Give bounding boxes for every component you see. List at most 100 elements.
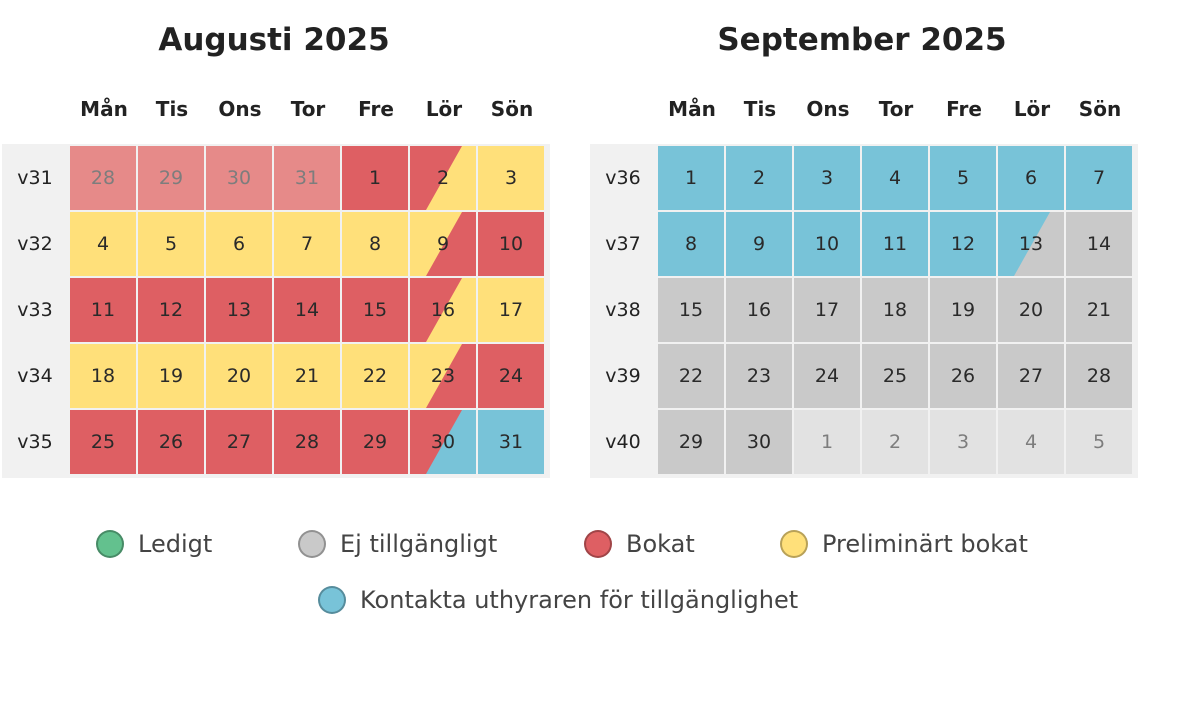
calendar-day-cell[interactable]: 14	[274, 278, 340, 342]
calendar-day-cell[interactable]: 9	[726, 212, 792, 276]
split-day-second-half	[426, 344, 476, 408]
day-number: 8	[368, 233, 382, 255]
day-number: 24	[498, 365, 524, 387]
day-number: 25	[90, 431, 116, 453]
calendar-day-cell[interactable]: 9	[410, 212, 476, 276]
day-number: 14	[294, 299, 320, 321]
calendar-day-cell[interactable]: 21	[1066, 278, 1132, 342]
calendar-day-cell[interactable]: 15	[342, 278, 408, 342]
legend-label: Ledigt	[138, 530, 213, 558]
calendar-day-cell[interactable]: 5	[930, 146, 996, 210]
day-number: 30	[226, 167, 252, 189]
calendar-day-cell[interactable]: 19	[930, 278, 996, 342]
calendar-day-cell[interactable]: 18	[862, 278, 928, 342]
calendar-day-cell[interactable]: 1	[658, 146, 724, 210]
calendar-day-cell[interactable]: 20	[206, 344, 272, 408]
calendar-day-cell[interactable]: 29	[658, 410, 724, 474]
calendar-day-cell[interactable]: 3	[478, 146, 544, 210]
calendar-day-cell[interactable]: 13	[998, 212, 1064, 276]
calendar-day-cell[interactable]: 15	[658, 278, 724, 342]
month-title: September 2025	[717, 22, 1007, 58]
calendar-day-cell[interactable]: 3	[930, 410, 996, 474]
calendar-day-cell[interactable]: 29	[342, 410, 408, 474]
calendar-day-cell[interactable]: 5	[138, 212, 204, 276]
calendar-day-cell[interactable]: 13	[206, 278, 272, 342]
calendar-day-cell[interactable]: 8	[342, 212, 408, 276]
calendar-day-cell[interactable]: 25	[862, 344, 928, 408]
calendar-day-cell[interactable]: 17	[794, 278, 860, 342]
calendar-day-cell[interactable]: 7	[274, 212, 340, 276]
calendar-day-cell[interactable]: 8	[658, 212, 724, 276]
calendar-day-cell[interactable]: 27	[206, 410, 272, 474]
calendar-day-cell[interactable]: 1	[794, 410, 860, 474]
day-number: 1	[368, 167, 382, 189]
calendar-day-cell[interactable]: 11	[862, 212, 928, 276]
day-number: 31	[498, 431, 524, 453]
legend-item-available: Ledigt	[96, 524, 212, 564]
calendar-day-cell[interactable]: 6	[998, 146, 1064, 210]
day-number: 12	[950, 233, 976, 255]
calendar-day-cell[interactable]: 20	[998, 278, 1064, 342]
day-number: 25	[882, 365, 908, 387]
calendar-day-cell[interactable]: 21	[274, 344, 340, 408]
calendar-day-cell[interactable]: 31	[274, 146, 340, 210]
calendar-day-cell[interactable]: 23	[726, 344, 792, 408]
calendar-day-cell[interactable]: 12	[930, 212, 996, 276]
legend-item-preliminary: Preliminärt bokat	[780, 524, 1028, 564]
calendar-day-cell[interactable]: 30	[410, 410, 476, 474]
day-number: 29	[158, 167, 184, 189]
weekday-header: Fre	[358, 97, 394, 121]
day-number: 3	[956, 431, 970, 453]
calendar-day-cell[interactable]: 2	[862, 410, 928, 474]
day-number: 12	[158, 299, 184, 321]
calendar-day-cell[interactable]: 26	[930, 344, 996, 408]
weekday-header: Tor	[878, 97, 914, 121]
calendar-day-cell[interactable]: 6	[206, 212, 272, 276]
calendar-day-cell[interactable]: 25	[70, 410, 136, 474]
calendar-day-cell[interactable]: 1	[342, 146, 408, 210]
calendar-day-cell[interactable]: 28	[274, 410, 340, 474]
legend: Ledigt Ej tillgängligt Bokat Preliminärt…	[0, 522, 1200, 632]
calendar-day-cell[interactable]: 5	[1066, 410, 1132, 474]
day-number: 16	[430, 299, 456, 321]
day-number: 28	[1086, 365, 1112, 387]
calendar-day-cell[interactable]: 31	[478, 410, 544, 474]
week-number-label: v40	[605, 431, 641, 453]
calendar-day-cell[interactable]: 28	[1066, 344, 1132, 408]
calendar-day-cell[interactable]: 28	[70, 146, 136, 210]
calendar-day-cell[interactable]: 29	[138, 146, 204, 210]
day-number: 27	[226, 431, 252, 453]
calendar-day-cell[interactable]: 12	[138, 278, 204, 342]
calendar-day-cell[interactable]: 24	[794, 344, 860, 408]
calendar-day-cell[interactable]: 17	[478, 278, 544, 342]
day-number: 21	[294, 365, 320, 387]
calendar-day-cell[interactable]: 10	[478, 212, 544, 276]
calendar-day-cell[interactable]: 18	[70, 344, 136, 408]
week-number-label: v39	[605, 365, 641, 387]
calendar-day-cell[interactable]: 19	[138, 344, 204, 408]
calendar-day-cell[interactable]: 23	[410, 344, 476, 408]
calendar-day-cell[interactable]: 26	[138, 410, 204, 474]
day-number: 18	[882, 299, 908, 321]
day-number: 3	[820, 167, 834, 189]
calendar-day-cell[interactable]: 4	[998, 410, 1064, 474]
calendar-day-cell[interactable]: 4	[862, 146, 928, 210]
calendar-day-cell[interactable]: 27	[998, 344, 1064, 408]
day-number: 19	[158, 365, 184, 387]
calendar-day-cell[interactable]: 10	[794, 212, 860, 276]
calendar-day-cell[interactable]: 14	[1066, 212, 1132, 276]
calendar-day-cell[interactable]: 4	[70, 212, 136, 276]
calendar-day-cell[interactable]: 16	[410, 278, 476, 342]
calendar-day-cell[interactable]: 22	[342, 344, 408, 408]
calendar-day-cell[interactable]: 11	[70, 278, 136, 342]
calendar-day-cell[interactable]: 22	[658, 344, 724, 408]
day-number: 11	[882, 233, 908, 255]
calendar-day-cell[interactable]: 2	[726, 146, 792, 210]
calendar-day-cell[interactable]: 2	[410, 146, 476, 210]
calendar-day-cell[interactable]: 30	[206, 146, 272, 210]
calendar-day-cell[interactable]: 3	[794, 146, 860, 210]
calendar-day-cell[interactable]: 24	[478, 344, 544, 408]
calendar-day-cell[interactable]: 30	[726, 410, 792, 474]
calendar-day-cell[interactable]: 7	[1066, 146, 1132, 210]
calendar-day-cell[interactable]: 16	[726, 278, 792, 342]
